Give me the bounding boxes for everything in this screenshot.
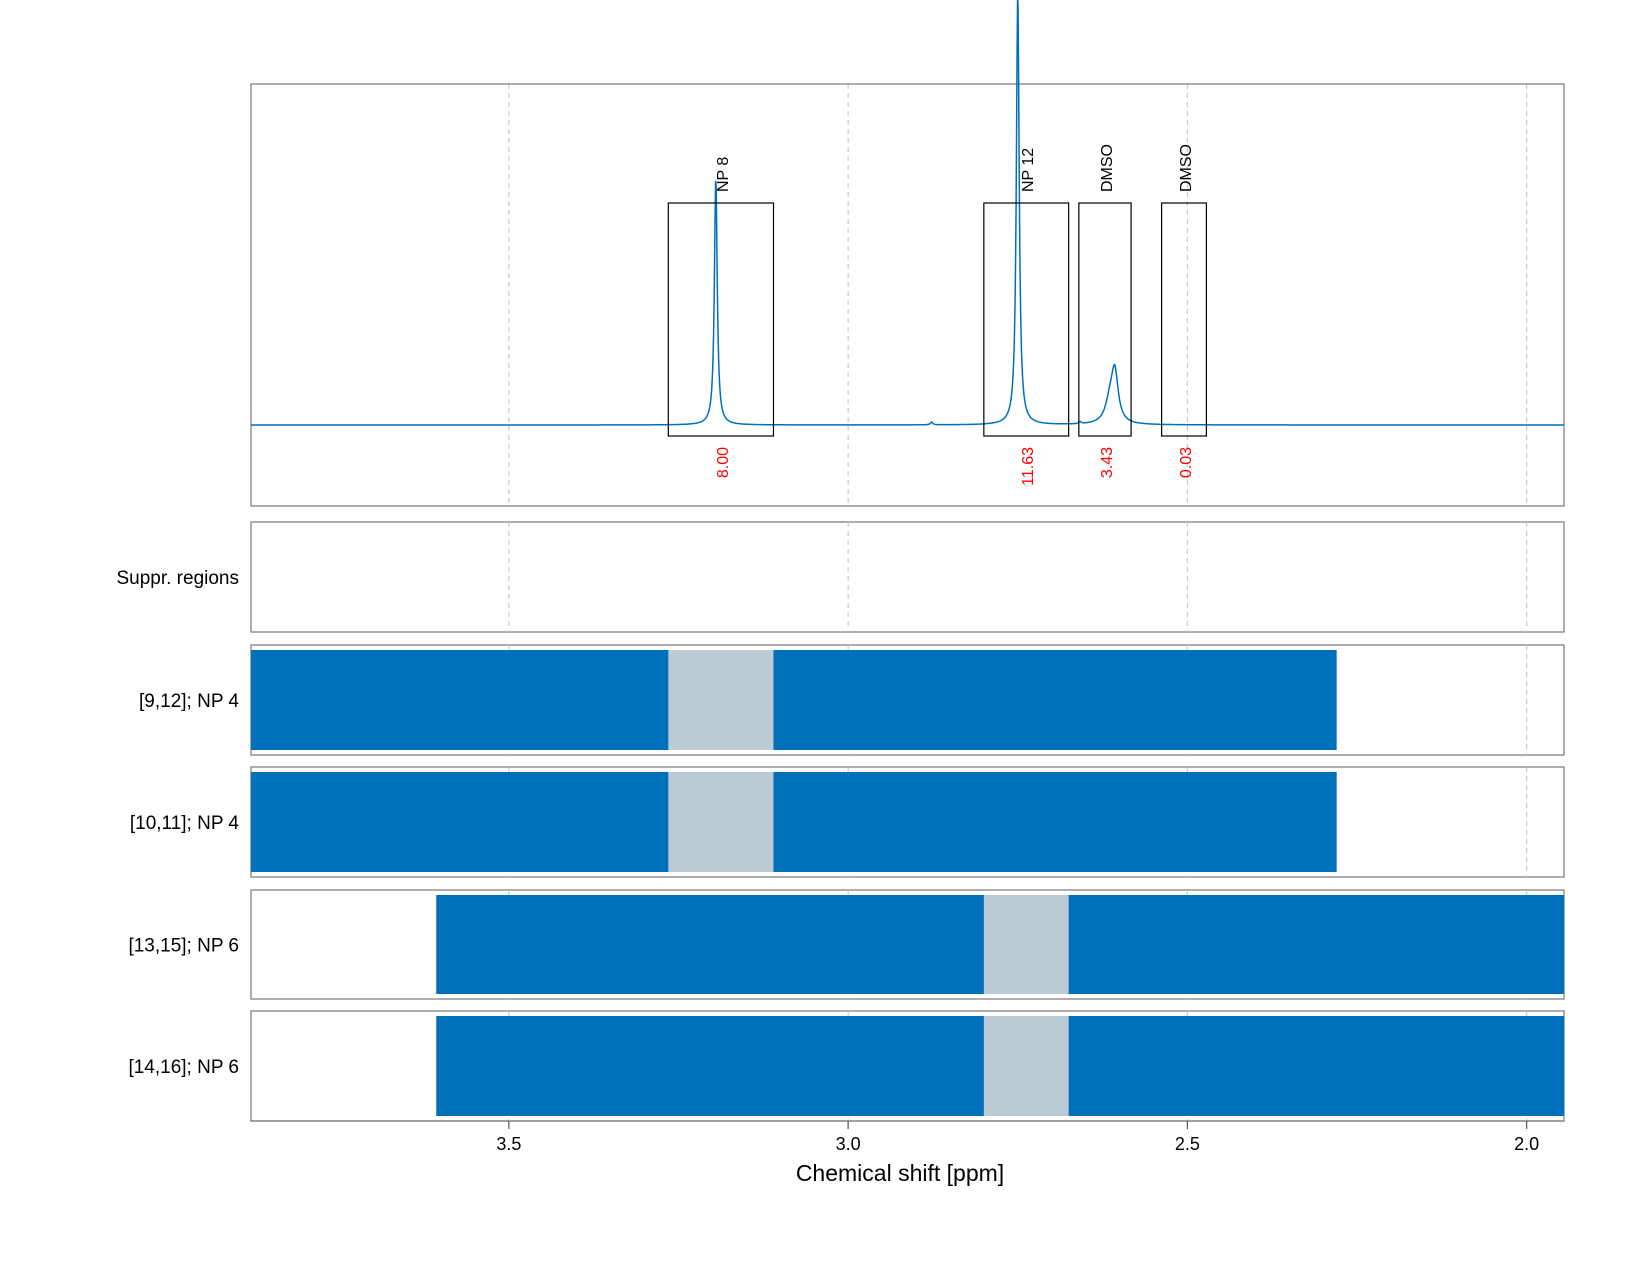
- excluded-bar-4: [983, 1016, 1069, 1116]
- integration-box-2: [1078, 202, 1132, 437]
- row-label-1: [9,12]; NP 4: [139, 691, 239, 712]
- row-label-2: [10,11]; NP 4: [130, 813, 240, 834]
- integration-label-2: DMSO: [1099, 144, 1116, 192]
- spectrum-frame: [250, 83, 1565, 507]
- x-axis-label: Chemical shift [ppm]: [796, 1160, 1004, 1186]
- integration-box-3: [1161, 202, 1208, 437]
- integration-box-0: [667, 202, 775, 437]
- excluded-bar-2: [668, 772, 774, 872]
- spectrum-panel: NP 8 8.00 NP 12 11.63 DMSO 3.43 DMSO 0.03: [250, 0, 1565, 507]
- x-tick-label-2: 2.5: [1175, 1134, 1200, 1154]
- x-tick-label-0: 3.5: [496, 1134, 521, 1154]
- integration-value-0: 8.00: [715, 447, 732, 478]
- x-axis: Chemical shift [ppm] 3.5 3.0 2.5 2.0: [251, 1120, 1564, 1186]
- x-tick-label-1: 3.0: [836, 1134, 861, 1154]
- integration-label-3: DMSO: [1178, 144, 1195, 192]
- x-tick-label-3: 2.0: [1514, 1134, 1539, 1154]
- row-label-4: [14,16]; NP 6: [128, 1057, 239, 1078]
- integration-label-1: NP 12: [1020, 148, 1037, 192]
- range-bar-2: [251, 772, 1337, 872]
- row-frame-0: [250, 521, 1565, 633]
- integration-value-1: 11.63: [1020, 447, 1037, 486]
- spectrum-line: [251, 0, 1564, 426]
- integration-label-0: NP 8: [715, 157, 732, 192]
- excluded-bar-3: [983, 895, 1069, 994]
- range-rows: Suppr. regions [9,12]; NP 4 [10,11]; NP 4 […: [116, 521, 1565, 1122]
- row-label-3: [13,15]; NP 6: [128, 936, 239, 957]
- integration-value-3: 0.03: [1178, 447, 1195, 478]
- range-bar-1: [251, 650, 1337, 750]
- excluded-bar-1: [668, 650, 774, 750]
- row-label-0: Suppr. regions: [116, 568, 239, 589]
- integration-value-2: 3.43: [1099, 447, 1116, 478]
- integration-box-1: [983, 202, 1070, 437]
